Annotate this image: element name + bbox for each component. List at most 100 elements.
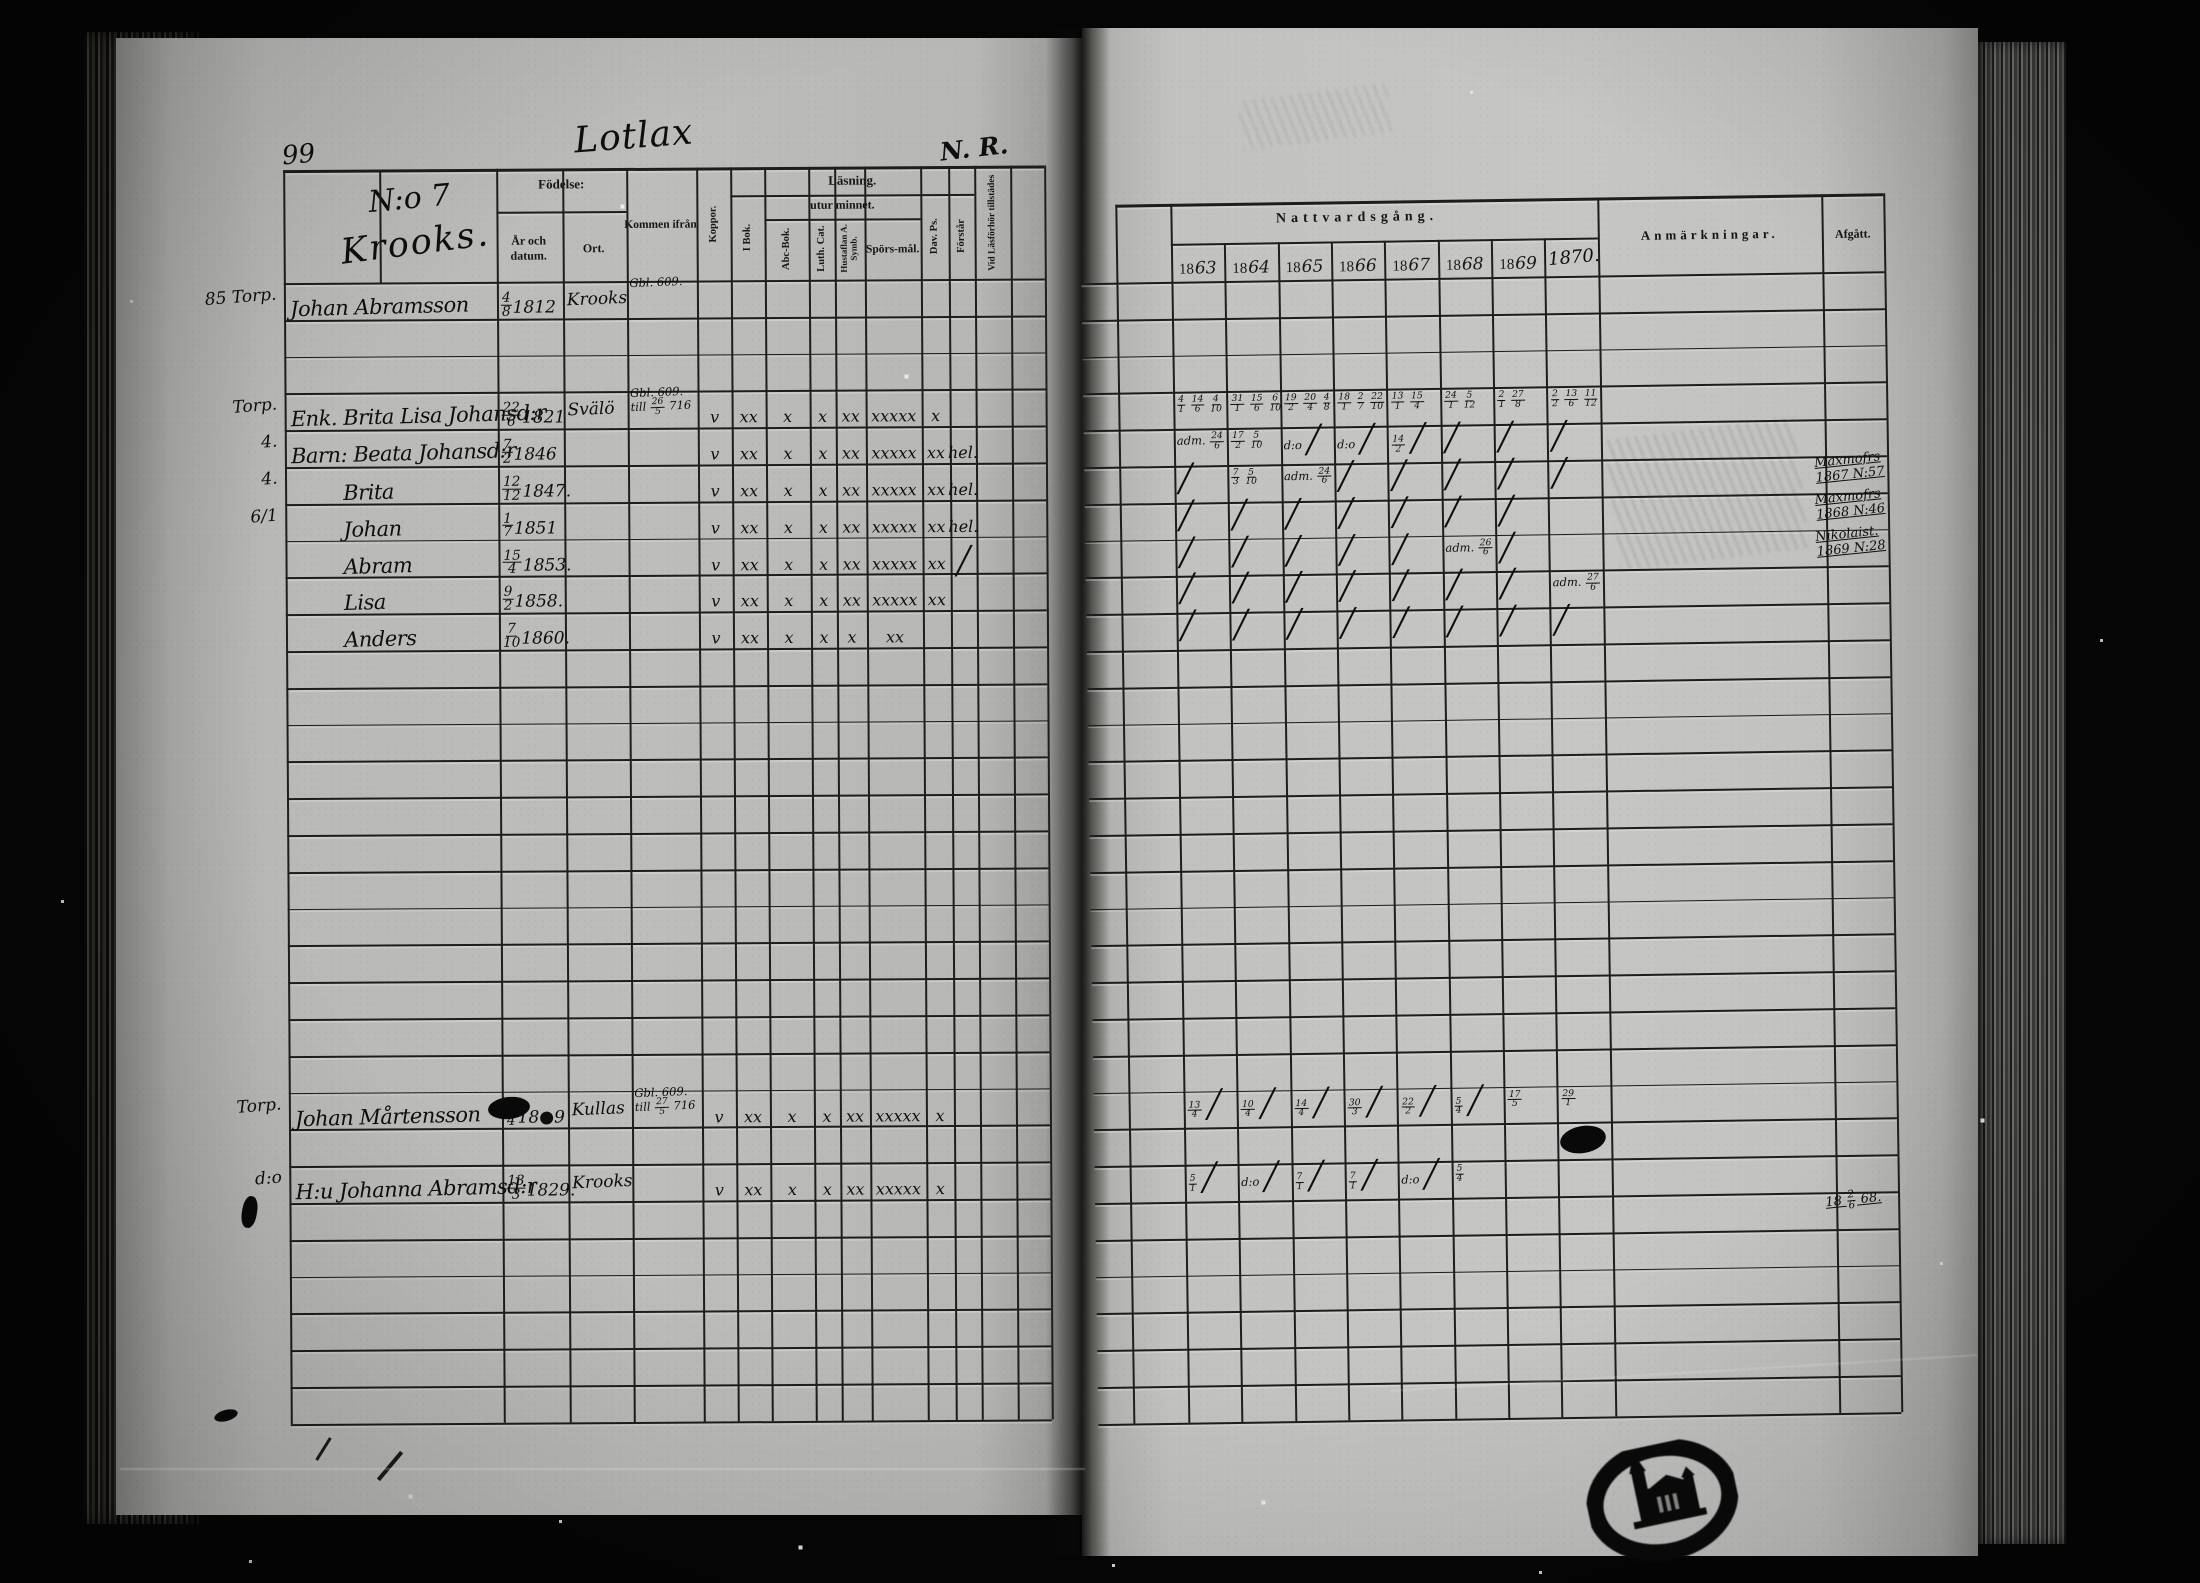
communion-date-cell: 13 4 ╱ [1187,1089,1239,1130]
cross-out-slash: ╱ [1338,534,1356,567]
row-rule [1090,860,1894,874]
date-fraction: 4 10 [1210,393,1222,415]
cross-out-slash: ╱ [1262,1161,1280,1193]
cross-out-slash: ╱ [1337,497,1355,530]
date-fraction: 13 4 [1187,1099,1202,1120]
year-printed: 18 [1232,260,1248,277]
date-fraction: 5 10 [1245,466,1258,488]
cross-out-slash: ╱ [1231,536,1249,568]
year-handwritten: 68 [1461,254,1484,275]
cross-out-slash: ╱ [1391,497,1408,529]
date-fraction: 14 6 [1190,393,1205,415]
header-departed: Afgått. [1834,226,1871,242]
cross-out-slash: ╱ [1285,535,1302,567]
communion-date-cell: 24 1 5 12 [1443,389,1495,426]
year-printed: 18 [1445,257,1462,274]
cross-out-slash: ╱ [1339,608,1357,640]
cross-out-slash: ╱ [1446,606,1464,639]
cross-out-slash: ╱ [1497,458,1515,491]
year-handwritten: 63 [1194,258,1217,279]
year-printed: 18 [1178,261,1195,278]
communion-date-cell: ╱ [1446,570,1498,610]
communion-date-cell: ╱ [1178,537,1230,578]
row-rule [1097,1338,1901,1353]
date-fraction: 14 2 [1391,433,1406,455]
year-handwritten: 66 [1354,255,1377,277]
date-fraction: 18 1 [1337,391,1352,413]
crease-line [120,1468,1085,1470]
communion-date-cell: 10 4 ╱ [1240,1088,1292,1129]
communion-date-cell: d:o ╱ [1336,424,1376,456]
communion-date-cell: ╱ [1233,610,1285,650]
date-fraction: 11 12 [1583,387,1598,409]
date-fraction: 27 6 [1586,571,1600,593]
row-rule [1095,1227,1899,1242]
communion-date-cell: ╱ [1498,496,1550,536]
year-printed: 18 [1392,258,1408,275]
cross-out-slash: ╱ [1179,610,1197,642]
parish-seal-stamp [1577,1430,1748,1577]
date-fraction: 22 2 [1401,1096,1416,1117]
communion-date-cell: ╱ [1444,460,1496,500]
date-fraction: 19 2 [1283,392,1298,414]
cross-out-slash: ╱ [1496,422,1514,454]
year-handwritten: 64 [1248,257,1271,278]
cross-out-slash: ╱ [1466,1084,1484,1117]
year-header: 18 65 [1278,245,1331,278]
communion-date-cell: ╱ [1497,459,1550,499]
communion-date-cell: ╱ [1391,497,1443,538]
communion-date-cell: ╱ [1177,464,1229,504]
communion-date-cell: ╱ [1553,605,1605,646]
year-header: 18 68 [1438,242,1491,275]
communion-date-cell: ╱ [1338,498,1390,538]
date-fraction: 5 12 [1463,389,1476,411]
communion-date-cell: ╱ [1497,422,1549,462]
communion-date-cell: 31 1 15 6 6 10 [1230,392,1282,430]
date-fraction: 6 10 [1269,392,1282,414]
row-rule [1090,896,1894,911]
communion-date-cell: 22 2 ╱ [1400,1086,1452,1126]
year-header: 18 69 [1491,241,1544,274]
communion-date-cell: ╱ [1286,572,1338,613]
cross-out-slash: ╱ [1443,422,1461,455]
cross-out-slash: ╱ [1284,498,1302,531]
date-fraction: 13 1 [1390,390,1405,412]
row-rule [1089,823,1893,837]
communion-date-cell: ╱ [1338,535,1390,575]
cross-out-slash: ╱ [1499,605,1517,638]
cross-out-slash: ╱ [1365,1086,1383,1118]
date-fraction: 17 2 [1231,430,1245,451]
communion-date-cell: ╱ [1550,421,1602,462]
row-rule [1081,308,1885,322]
departed-note: Nikolaist. 1869 N:28 [1814,523,1887,560]
communion-date-cell: ╱ [1392,534,1444,574]
communion-date-cell: ╱ [1231,500,1283,540]
cross-out-slash: ╱ [1232,609,1250,642]
communion-date-cell: d:o ╱ [1401,1159,1440,1191]
date-fraction: 24 6 [1210,430,1224,451]
communion-date-cell: ╱ [1393,608,1445,648]
communion-date-cell: ╱ [1500,606,1552,646]
row-rule [1089,786,1893,801]
date-fraction: 27 8 [1510,389,1525,410]
row-rule [1087,676,1891,690]
communion-date-cell: ╱ [1445,496,1497,537]
row-rule [1088,749,1892,764]
date-fraction: 24 1 [1444,390,1458,411]
communion-date-cell: 30 3 ╱ [1347,1086,1399,1127]
date-fraction: 29 1 [1561,1087,1576,1109]
cross-out-slash: ╱ [1409,423,1427,455]
communion-date-cell: ╱ [1285,536,1337,576]
book-right-page-edges [1974,42,2066,1544]
